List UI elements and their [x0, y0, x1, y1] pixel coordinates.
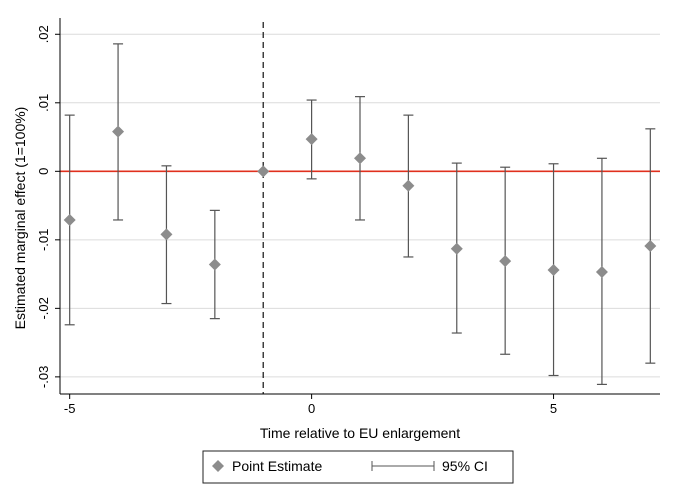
legend-ci-label: 95% CI — [442, 458, 488, 474]
x-axis-title: Time relative to EU enlargement — [260, 425, 460, 441]
point-estimates — [63, 125, 657, 279]
point-marker — [257, 165, 270, 178]
axes: .02 .01 0 -.01 -.02 -.03 -5 0 5 — [36, 18, 660, 416]
y-axis-title: Estimated marginal effect (1=100%) — [12, 107, 28, 330]
legend-diamond-icon — [212, 460, 224, 472]
point-marker — [402, 179, 415, 192]
x-tick-label: -5 — [64, 401, 76, 416]
y-tick-label: .01 — [36, 94, 51, 112]
legend-point-estimate-label: Point Estimate — [232, 458, 322, 474]
y-tick-label: .02 — [36, 25, 51, 43]
point-marker — [208, 258, 221, 271]
y-tick-label: -.01 — [36, 229, 51, 251]
x-tick-label: 5 — [550, 401, 557, 416]
legend: Point Estimate 95% CI — [202, 450, 514, 484]
legend-box — [202, 450, 514, 484]
y-tick-label: -.02 — [36, 297, 51, 319]
point-marker — [63, 213, 76, 226]
point-marker — [499, 255, 512, 268]
point-marker — [160, 228, 173, 241]
point-marker — [305, 133, 318, 146]
legend-range-icon — [371, 461, 435, 471]
y-tick-label: -.03 — [36, 366, 51, 388]
point-marker — [112, 125, 125, 138]
y-tick-label: 0 — [36, 168, 51, 175]
point-marker — [354, 152, 366, 165]
point-marker — [644, 240, 657, 252]
point-marker — [547, 263, 560, 276]
point-marker — [595, 266, 608, 279]
point-marker — [450, 242, 463, 255]
x-tick-label: 0 — [308, 401, 315, 416]
